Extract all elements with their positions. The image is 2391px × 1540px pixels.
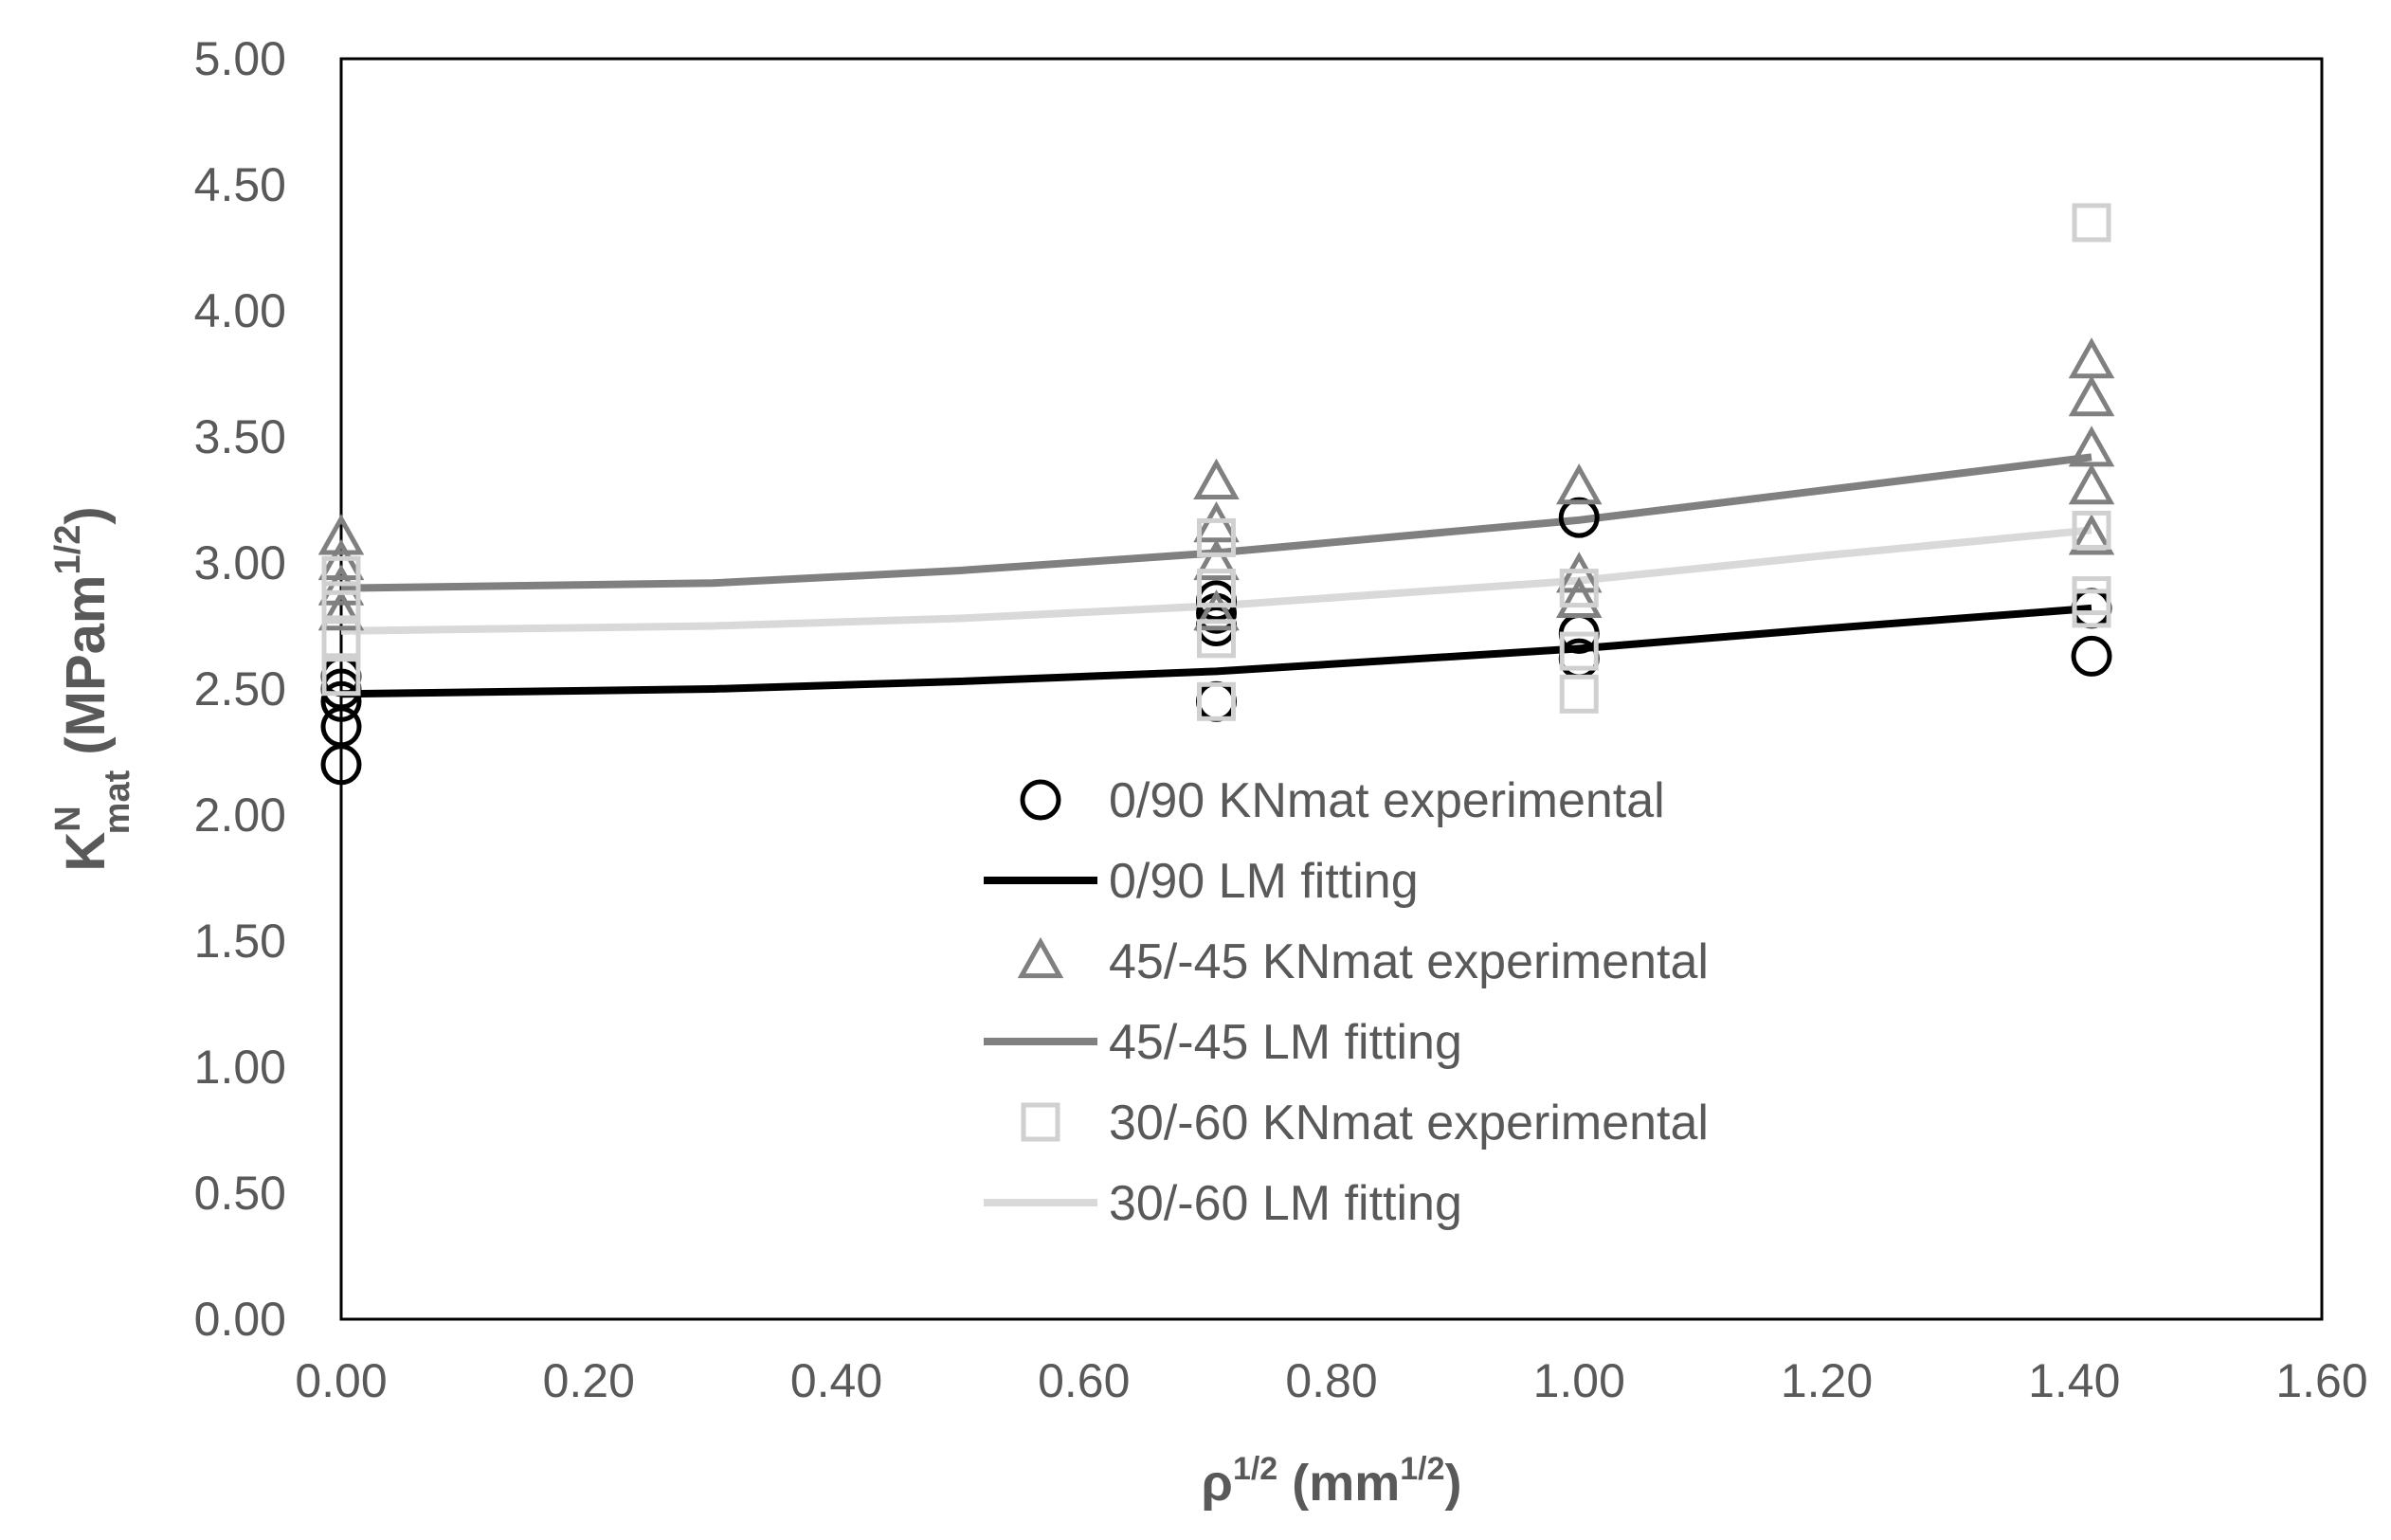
30-60-knmat-experimental-point [2072, 203, 2111, 243]
legend-0-90-knmat-experimental-label: 0/90 KNmat experimental [1109, 773, 1665, 828]
x-tick-label: 0.60 [1038, 1354, 1130, 1407]
y-tick-label: 1.50 [194, 915, 286, 968]
legend-30-60-knmat-experimental-swatch [1021, 1102, 1060, 1142]
y-tick-label: 0.50 [194, 1167, 286, 1220]
0-90-knmat-experimental-point [2071, 635, 2112, 677]
y-tick-label: 4.00 [194, 284, 286, 337]
legend: 0/90 KNmat experimental 0/90 LM fitting 45… [984, 773, 1709, 1231]
y-tick-labels: 0.00 0.50 1.00 1.50 2.00 2.50 3.00 3.50 4.00 4.50… [194, 32, 286, 1346]
30-60-knmat-experimental-point [2072, 510, 2111, 550]
y-tick-label: 2.50 [194, 662, 286, 716]
x-tick-label: 0.80 [1285, 1354, 1377, 1407]
30-60-knmat-experimental-point [1559, 569, 1599, 608]
legend-45-45-lm-fitting-label: 45/-45 LM fitting [1109, 1015, 1462, 1070]
45-45-knmat-experimental-point [1193, 458, 1240, 499]
30-60-knmat-experimental-point [1197, 681, 1237, 721]
30-60-knmat-experimental-point [1197, 569, 1237, 608]
30-60-knmat-experimental-point [1197, 517, 1237, 557]
x-axis-title: ρ1/2 (mm1/2) [1202, 1451, 1462, 1512]
45-45-knmat-experimental-point [317, 514, 365, 555]
30-60-knmat-experimental-point [1559, 631, 1599, 671]
30-60-knmat-experimental-point [2072, 576, 2111, 616]
x-axis-title-unit-open: (mm [1277, 1455, 1400, 1512]
y-tick-label: 1.00 [194, 1041, 286, 1094]
45-45-knmat-experimental-point [2068, 374, 2115, 417]
legend-0-90-knmat-experimental-swatch [1020, 779, 1061, 821]
0-90-knmat-experimental-point [320, 680, 362, 722]
0-90-lm-fitting-line [340, 604, 2092, 698]
data-markers [317, 203, 2115, 786]
30-60-knmat-experimental-point [1559, 674, 1599, 714]
y-tick-label: 4.50 [194, 158, 286, 211]
x-tick-label: 0.40 [790, 1354, 882, 1407]
45-45-knmat-experimental-point [2068, 426, 2115, 467]
30-60-knmat-experimental-point [321, 581, 361, 621]
y-tick-label: 0.00 [194, 1293, 286, 1346]
legend-0-90-lm-fitting-label: 0/90 LM fitting [1109, 854, 1419, 909]
45-45-knmat-experimental-point [317, 589, 365, 631]
45-45-knmat-experimental-point [2068, 337, 2115, 379]
y-tick-label: 2.00 [194, 788, 286, 842]
y-axis-title-base: K [55, 832, 117, 872]
x-axis-title-unit-sup: 1/2 [1400, 1451, 1444, 1487]
y-axis-title-sub: mat [98, 770, 137, 834]
legend-45-45-knmat-experimental-label: 45/-45 KNmat experimental [1109, 934, 1709, 989]
x-axis-title-unit-close: ) [1444, 1455, 1461, 1512]
30-60-knmat-experimental-point [321, 555, 361, 595]
x-tick-label: 1.40 [2028, 1354, 2120, 1407]
0-90-knmat-experimental-point [1558, 497, 1600, 538]
45-45-knmat-experimental-point [1555, 463, 1603, 505]
y-tick-label: 5.00 [194, 32, 286, 85]
x-tick-label: 1.00 [1533, 1354, 1625, 1407]
legend-45-45-knmat-experimental-swatch [1017, 936, 1064, 979]
x-axis-title-base: ρ [1202, 1455, 1233, 1512]
30-60-knmat-experimental-point [1197, 619, 1237, 659]
y-tick-label: 3.50 [194, 410, 286, 463]
45-45-knmat-experimental-point [2068, 463, 2115, 505]
x-axis-title-base-sup: 1/2 [1233, 1451, 1277, 1487]
30-60-knmat-experimental-point [321, 619, 361, 659]
45-45-knmat-experimental-point [2068, 514, 2115, 555]
30-60-knmat-experimental-point [321, 657, 361, 697]
x-tick-label: 1.20 [1781, 1354, 1873, 1407]
y-axis-title-unit-open: (MPam [55, 574, 117, 770]
45-45-knmat-experimental-point [1193, 538, 1240, 581]
x-tick-label: 0.00 [295, 1354, 387, 1407]
x-tick-label: 1.60 [2275, 1354, 2367, 1407]
x-tick-label: 0.20 [543, 1354, 635, 1407]
legend-30-60-knmat-experimental-label: 30/-60 KNmat experimental [1109, 1096, 1709, 1150]
y-axis-title-sup: N [48, 806, 88, 831]
45-45-knmat-experimental-point [1193, 589, 1240, 631]
45-45-knmat-experimental-point [1555, 576, 1603, 618]
x-tick-labels: 0.00 0.20 0.40 0.60 0.80 1.00 1.20 1.40 1.60 [295, 1354, 2367, 1407]
y-axis-title-unit-close: ) [55, 506, 117, 524]
y-tick-label: 3.00 [194, 536, 286, 589]
y-axis-title: KN mat (MPam1/2) [48, 506, 137, 871]
y-axis-title-unit-sup: 1/2 [48, 525, 88, 575]
legend-30-60-lm-fitting-label: 30/-60 LM fitting [1109, 1176, 1462, 1231]
